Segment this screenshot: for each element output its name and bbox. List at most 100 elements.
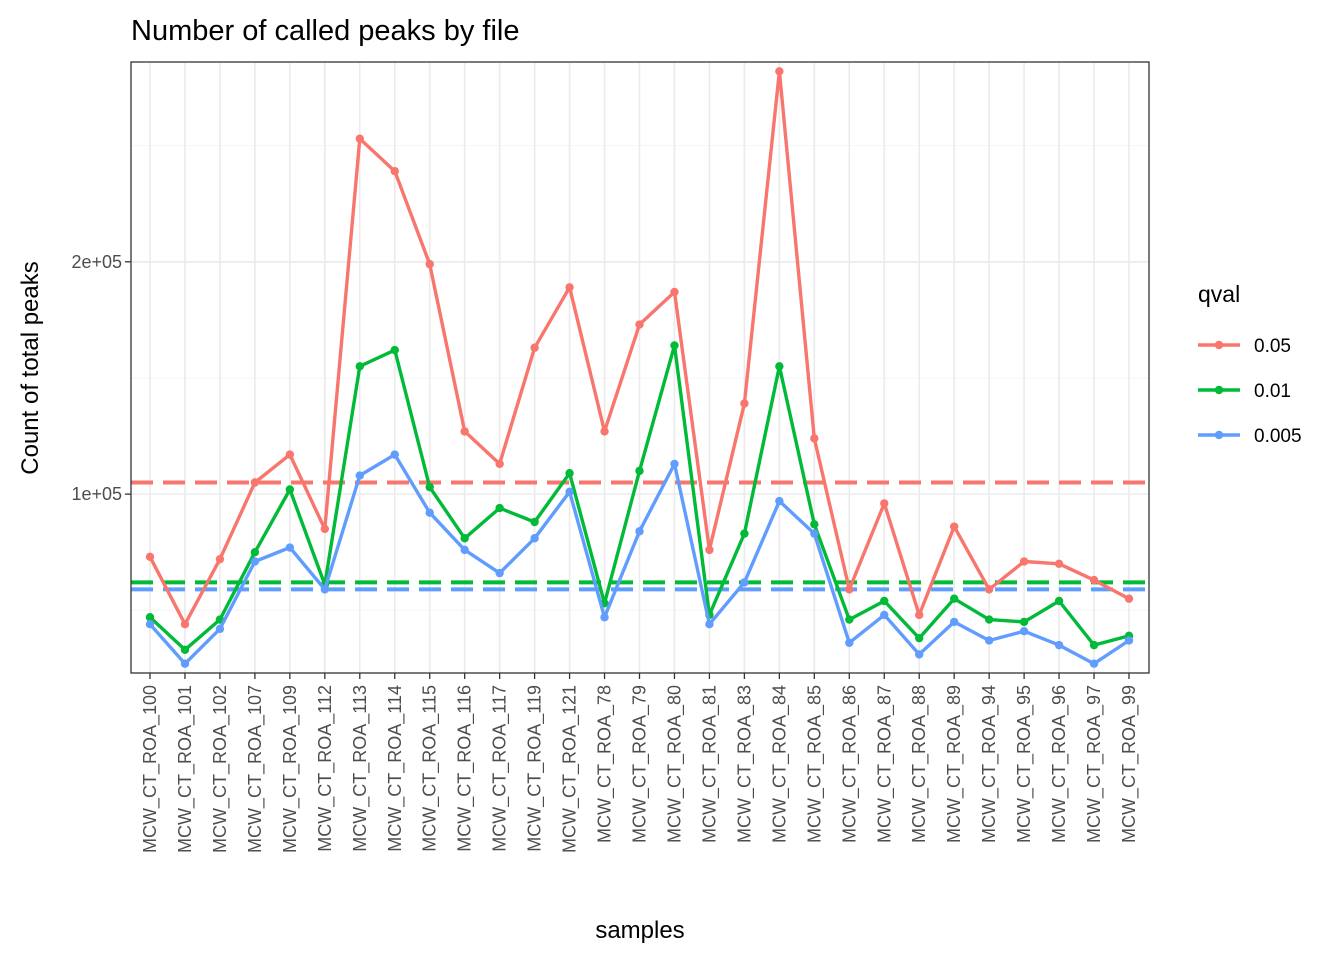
data-point — [740, 578, 749, 587]
plot-panel — [131, 62, 1149, 673]
chart-title: Number of called peaks by file — [131, 15, 519, 47]
x-tick-label: MCW_CT_ROA_80 — [664, 685, 685, 843]
y-axis-title: Count of total peaks — [17, 261, 44, 474]
x-tick-label: MCW_CT_ROA_88 — [909, 685, 930, 843]
y-tick-label: 1e+05 — [71, 484, 122, 504]
data-point — [705, 545, 714, 555]
data-point — [635, 320, 644, 329]
mean-lines — [131, 480, 1149, 592]
x-tick-label: MCW_CT_ROA_113 — [350, 685, 371, 852]
data-point — [845, 638, 854, 647]
x-tick-label: MCW_CT_ROA_83 — [734, 685, 755, 843]
data-point — [145, 613, 155, 622]
data-point — [1054, 640, 1064, 650]
data-point — [530, 343, 539, 352]
data-point — [1089, 640, 1099, 650]
x-axis: MCW_CT_ROA_100 MCW_CT_ROA_101 MCW_CT_ROA_1… — [140, 673, 1140, 853]
data-point — [775, 67, 784, 76]
data-point — [285, 543, 295, 552]
data-point — [355, 362, 364, 371]
data-point — [845, 585, 854, 594]
x-tick-label: MCW_CT_ROA_116 — [455, 685, 476, 852]
data-point — [355, 134, 364, 143]
data-point — [740, 399, 749, 408]
legend-label: 0.05 — [1254, 336, 1291, 357]
data-point — [460, 534, 469, 543]
data-point — [984, 585, 994, 594]
legend-item-0-005: 0.005 — [1198, 426, 1302, 447]
data-point — [1089, 575, 1099, 585]
data-point — [425, 508, 434, 517]
data-point — [1124, 594, 1134, 603]
x-tick-label: MCW_CT_ROA_87 — [874, 685, 895, 843]
data-point — [915, 610, 924, 620]
data-point — [425, 482, 434, 492]
data-point — [530, 534, 539, 543]
data-point — [390, 450, 399, 459]
data-point — [1054, 596, 1064, 606]
x-tick-label: MCW_CT_ROA_97 — [1084, 685, 1105, 843]
data-point — [320, 585, 330, 594]
data-point — [1089, 659, 1099, 668]
legend-label: 0.01 — [1254, 381, 1291, 402]
series-0-05 — [145, 67, 1134, 629]
x-tick-label: MCW_CT_ROA_85 — [804, 685, 825, 843]
y-axis: 1e+05 2e+05 — [71, 252, 131, 504]
x-tick-label: MCW_CT_ROA_78 — [595, 685, 616, 843]
data-point — [775, 496, 784, 506]
data-point — [180, 620, 190, 629]
data-point — [984, 636, 994, 645]
legend-key-point — [1214, 385, 1224, 395]
legend-label: 0.005 — [1254, 426, 1302, 447]
data-point — [810, 434, 819, 443]
data-point — [845, 615, 854, 624]
data-point — [495, 568, 504, 578]
data-point — [880, 610, 889, 620]
data-point — [180, 645, 190, 654]
x-tick-label: MCW_CT_ROA_117 — [490, 685, 511, 852]
x-tick-label: MCW_CT_ROA_114 — [385, 685, 406, 852]
data-point — [915, 650, 924, 659]
data-point — [285, 450, 295, 459]
data-point — [390, 345, 399, 355]
series-layer — [145, 67, 1134, 668]
data-point — [949, 522, 959, 531]
data-point — [215, 554, 225, 564]
data-point — [250, 478, 260, 487]
x-tick-label: MCW_CT_ROA_89 — [944, 685, 965, 843]
data-point — [635, 527, 644, 536]
data-point — [1124, 636, 1134, 645]
legend-key-point — [1214, 340, 1224, 350]
x-tick-label: MCW_CT_ROA_81 — [699, 685, 720, 843]
data-point — [320, 524, 330, 534]
data-point — [1019, 617, 1029, 627]
x-tick-label: MCW_CT_ROA_99 — [1119, 685, 1140, 843]
x-tick-label: MCW_CT_ROA_121 — [560, 685, 581, 853]
data-point — [949, 594, 959, 603]
legend-item-0-01: 0.01 — [1198, 381, 1291, 402]
data-point — [740, 529, 749, 538]
x-tick-label: MCW_CT_ROA_115 — [420, 685, 441, 852]
data-point — [425, 259, 434, 269]
legend: qval 0.05 0.01 0.005 — [1198, 281, 1302, 447]
data-point — [565, 469, 574, 478]
data-point — [670, 287, 679, 297]
legend-key-point — [1214, 430, 1224, 440]
data-point — [460, 427, 469, 436]
x-tick-label: MCW_CT_ROA_102 — [210, 685, 231, 853]
x-tick-label: MCW_CT_ROA_100 — [140, 685, 161, 853]
data-point — [984, 615, 994, 624]
data-point — [949, 617, 959, 627]
x-tick-label: MCW_CT_ROA_107 — [245, 685, 266, 853]
data-point — [495, 503, 504, 513]
x-tick-label: MCW_CT_ROA_96 — [1049, 685, 1070, 843]
data-point — [145, 552, 155, 562]
data-point — [775, 362, 784, 371]
data-point — [495, 459, 504, 469]
data-point — [670, 341, 679, 350]
data-point — [390, 166, 399, 176]
data-point — [880, 596, 889, 606]
data-point — [705, 620, 714, 629]
x-axis-title: samples — [595, 917, 684, 944]
